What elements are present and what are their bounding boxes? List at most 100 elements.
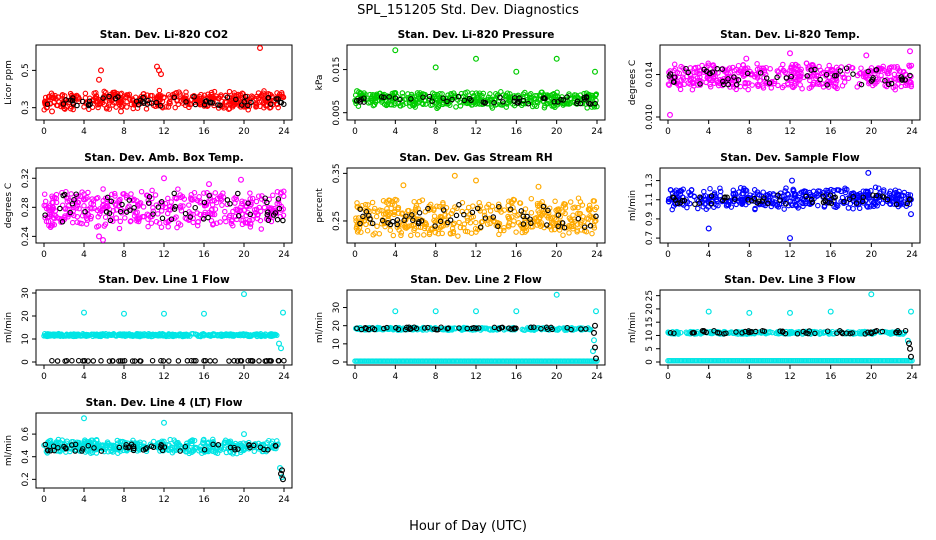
data-point [897, 202, 904, 208]
data-point [67, 105, 74, 112]
data-point [258, 226, 265, 232]
data-point [74, 213, 81, 220]
data-point [191, 94, 197, 100]
data-point [692, 64, 699, 71]
data-point [116, 225, 123, 232]
x-tick-label: 12 [470, 372, 481, 382]
data-point [891, 71, 898, 78]
data-point [95, 76, 102, 83]
data-point [705, 308, 712, 315]
data-point [371, 102, 378, 108]
data-point [87, 205, 93, 211]
data-point [89, 97, 96, 104]
data-point [147, 92, 154, 99]
x-tick-label: 24 [906, 250, 918, 260]
data-point [235, 190, 241, 197]
data-point [720, 78, 726, 85]
data-point [389, 201, 395, 207]
data-point [480, 90, 487, 97]
data-point [815, 188, 821, 194]
y-tick-label: 0.4 [21, 449, 31, 464]
data-point [110, 218, 116, 224]
data-point [536, 215, 543, 222]
data-point [714, 66, 721, 72]
data-point [429, 98, 435, 104]
data-point [364, 227, 371, 234]
data-point [775, 204, 782, 210]
data-point [754, 81, 761, 88]
data-point [385, 216, 391, 223]
data-point [867, 203, 873, 210]
data-point [509, 214, 515, 220]
data-point [145, 97, 151, 104]
data-point [535, 183, 542, 190]
data-point [505, 213, 511, 220]
data-point [115, 94, 121, 100]
x-tick-label: 12 [784, 250, 795, 260]
data-point [357, 220, 363, 227]
data-point [575, 210, 581, 217]
data-point [419, 197, 426, 203]
figure-xlabel: Hour of Day (UTC) [409, 519, 527, 534]
data-point [423, 101, 429, 107]
x-tick-label: 0 [41, 372, 47, 382]
data-point [707, 84, 714, 90]
data-point [431, 91, 438, 98]
data-point [353, 215, 359, 221]
data-point [183, 99, 189, 105]
data-point [567, 216, 574, 223]
data-point [473, 55, 480, 62]
data-point [757, 77, 763, 84]
data-point [525, 100, 532, 107]
data-point [369, 199, 376, 206]
data-point [153, 218, 160, 225]
data-point [157, 103, 164, 109]
data-point [63, 188, 69, 195]
data-point [586, 202, 593, 209]
data-point [745, 86, 751, 93]
data-point [244, 220, 251, 226]
data-point [825, 187, 831, 194]
data-point [888, 77, 894, 83]
x-tick-label: 24 [906, 372, 918, 382]
data-point [827, 192, 834, 198]
data-point [841, 198, 847, 205]
data-point [496, 207, 503, 213]
data-point [746, 309, 753, 316]
data-point [908, 79, 914, 86]
data-point [583, 94, 590, 100]
data-point [870, 192, 876, 198]
data-point [62, 206, 68, 212]
x-tick-label: 12 [158, 250, 169, 260]
data-point [745, 194, 752, 201]
x-tick-label: 12 [158, 372, 169, 382]
data-point [781, 68, 787, 74]
data-point [763, 75, 770, 81]
data-point [228, 220, 235, 227]
data-point [781, 82, 787, 89]
series-2 [42, 190, 286, 225]
data-point [503, 104, 510, 110]
data-point [575, 195, 582, 201]
data-point [369, 220, 376, 227]
data-point [365, 202, 371, 208]
y-axis-label: percent [315, 188, 325, 223]
data-point [227, 201, 233, 207]
data-point [812, 66, 818, 73]
data-point [117, 208, 124, 215]
data-point [864, 204, 871, 210]
data-point [379, 217, 386, 224]
data-point [816, 63, 822, 70]
data-point [141, 100, 147, 106]
data-point [54, 358, 61, 364]
data-point [65, 214, 71, 220]
y-tick-label: 0.014 [645, 61, 655, 87]
series-2 [666, 65, 913, 88]
panel-3: Stan. Dev. Li-820 Temp.degrees C0 4 8 12 16 2… [628, 29, 921, 137]
data-point [156, 96, 163, 103]
data-point [591, 68, 598, 75]
data-point [464, 228, 471, 235]
data-point [667, 71, 674, 77]
data-point [733, 81, 740, 88]
